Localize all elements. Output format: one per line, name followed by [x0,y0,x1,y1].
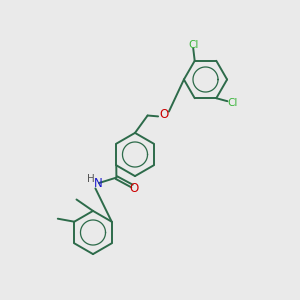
Text: H: H [87,174,95,184]
Text: Cl: Cl [228,98,238,108]
Text: N: N [94,177,103,190]
Text: O: O [130,182,139,195]
Text: O: O [159,107,168,121]
Text: Cl: Cl [188,40,198,50]
